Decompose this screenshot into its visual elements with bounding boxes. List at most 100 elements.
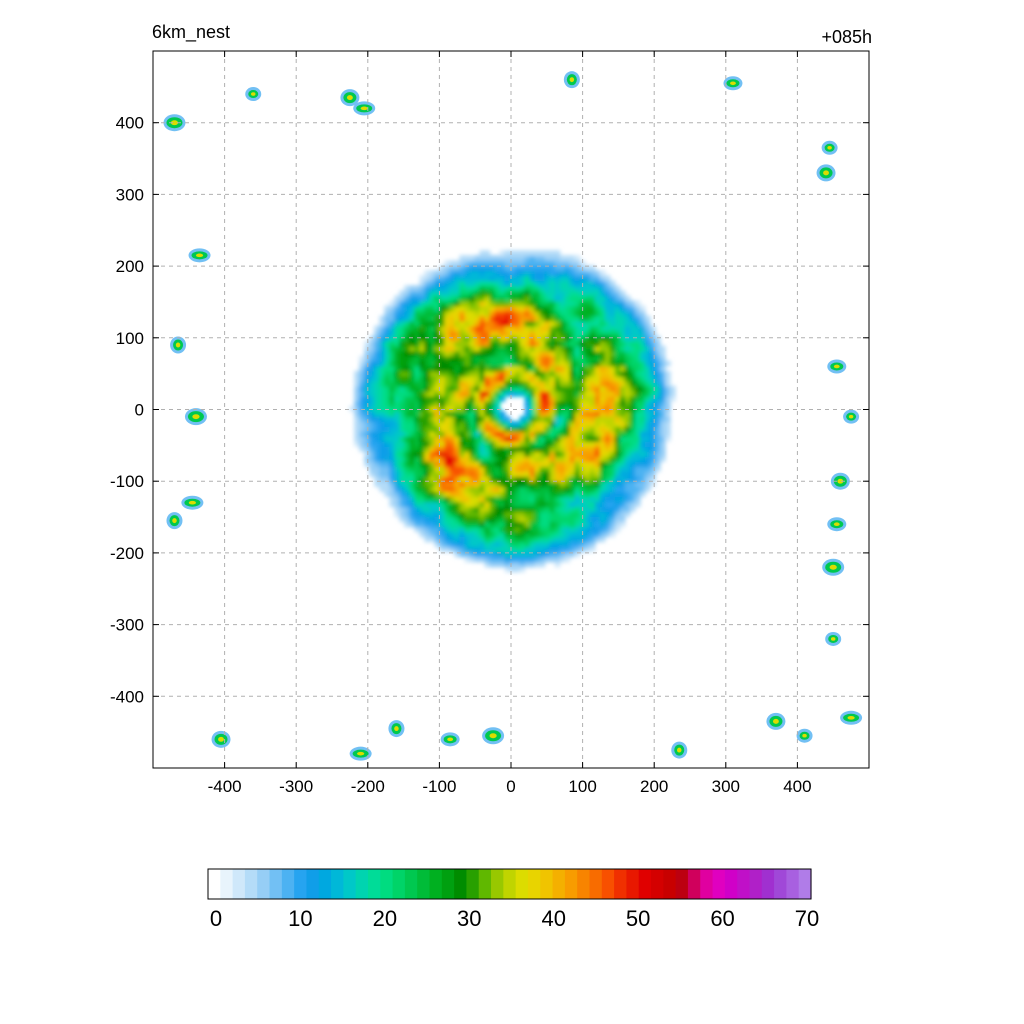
boundary-echo-cell bbox=[245, 87, 262, 102]
colorbar-swatch bbox=[577, 869, 591, 899]
colorbar-swatch bbox=[269, 869, 283, 899]
boundary-echo-cell bbox=[671, 741, 688, 759]
colorbar-swatch bbox=[700, 869, 714, 899]
y-tick-label: -100 bbox=[110, 472, 144, 491]
colorbar-tick-label: 40 bbox=[541, 906, 566, 931]
colorbar-swatch bbox=[331, 869, 344, 899]
boundary-echo-cell bbox=[563, 71, 580, 89]
y-tick-label: -400 bbox=[110, 687, 144, 706]
colorbar-tick-label: 70 bbox=[794, 906, 820, 931]
boundary-echo-cell bbox=[822, 558, 845, 576]
x-tick-label: 400 bbox=[783, 777, 811, 796]
x-tick-label: 200 bbox=[640, 777, 668, 796]
grid-lines bbox=[153, 51, 869, 768]
y-tick-label: 100 bbox=[116, 329, 144, 348]
boundary-echo-cell bbox=[340, 89, 360, 107]
colorbar-swatch bbox=[417, 869, 431, 899]
boundary-echo-cell bbox=[816, 164, 836, 182]
boundary-echo-cell bbox=[825, 631, 842, 646]
colorbar-swatch bbox=[675, 869, 689, 899]
x-tick-label: -200 bbox=[351, 777, 385, 796]
colorbar-swatch bbox=[724, 869, 738, 899]
colorbar-swatch bbox=[614, 869, 628, 899]
y-tick-label: 300 bbox=[116, 185, 144, 204]
colorbar-swatch bbox=[491, 869, 504, 899]
colorbar-swatch bbox=[527, 869, 541, 899]
colorbar-swatch bbox=[208, 869, 221, 899]
colorbar-tick-label: 10 bbox=[288, 906, 313, 931]
colorbar-swatch bbox=[392, 869, 406, 899]
x-tick-label: -300 bbox=[279, 777, 313, 796]
colorbar-swatch bbox=[540, 869, 554, 899]
reflectivity-field bbox=[163, 71, 863, 761]
colorbar-tick-label: 20 bbox=[372, 906, 398, 931]
colorbar-swatch bbox=[663, 869, 677, 899]
boundary-echo-cell bbox=[723, 76, 743, 91]
colorbar-swatch bbox=[552, 869, 566, 899]
y-tick-label: 0 bbox=[135, 401, 144, 420]
colorbar-swatch bbox=[294, 869, 308, 899]
colorbar-frame bbox=[207, 868, 812, 900]
colorbar-swatch bbox=[774, 869, 787, 899]
boundary-echo-cell bbox=[796, 728, 813, 743]
boundary-echo-cell bbox=[840, 710, 863, 725]
x-tick-label: -100 bbox=[422, 777, 456, 796]
y-tick-label: -300 bbox=[110, 616, 144, 635]
colorbar-swatch bbox=[515, 869, 529, 899]
colorbar-swatch bbox=[257, 869, 271, 899]
boundary-echo-cell bbox=[211, 730, 231, 748]
colorbar-swatch bbox=[749, 869, 763, 899]
y-tick-label: 400 bbox=[116, 114, 144, 133]
axis-ticks: -400 -300 -200 -100 0 100 200 300 400 400 300 200 10… bbox=[110, 51, 869, 796]
boundary-echo-cell bbox=[440, 732, 460, 747]
colorbar-swatch bbox=[367, 869, 381, 899]
x-tick-label: -400 bbox=[208, 777, 242, 796]
plot-title: 6km_nest bbox=[152, 22, 231, 42]
boundary-echo-cell bbox=[170, 336, 187, 354]
colorbar-swatch bbox=[687, 869, 701, 899]
colorbar-swatch bbox=[786, 869, 800, 899]
colorbar-swatch bbox=[343, 869, 357, 899]
boundary-echo-cell bbox=[184, 408, 207, 426]
boundary-echo-cell bbox=[830, 472, 850, 490]
colorbar-swatch bbox=[798, 869, 812, 899]
x-tick-label: 300 bbox=[712, 777, 740, 796]
colorbar-swatch bbox=[380, 869, 394, 899]
colorbar-tick-label: 0 bbox=[209, 906, 223, 931]
boundary-echo-cell bbox=[166, 512, 183, 530]
colorbar-swatch bbox=[244, 869, 258, 899]
colorbar-swatch bbox=[355, 869, 369, 899]
colorbar-tick-label: 50 bbox=[625, 906, 651, 931]
boundary-echo-cell bbox=[827, 517, 847, 532]
forecast-hour-label: +085h bbox=[821, 27, 872, 47]
colorbar-swatch bbox=[318, 869, 332, 899]
boundary-echo-cell bbox=[349, 746, 372, 761]
colorbar-swatch bbox=[441, 869, 455, 899]
colorbar-tick-label: 30 bbox=[457, 906, 482, 931]
colorbar-tick-label: 60 bbox=[710, 906, 735, 931]
colorbar-swatch bbox=[404, 869, 418, 899]
colorbar-swatch bbox=[737, 869, 751, 899]
boundary-echo-cell bbox=[843, 409, 860, 424]
colorbar-swatch bbox=[503, 869, 517, 899]
boundary-echo-cell bbox=[827, 359, 847, 374]
colorbar-swatch bbox=[761, 869, 775, 899]
x-tick-label: 100 bbox=[568, 777, 596, 796]
boundary-echo-cell bbox=[821, 140, 838, 155]
colorbar-swatch bbox=[232, 869, 246, 899]
boundary-echo-cell bbox=[163, 114, 186, 132]
y-tick-label: 200 bbox=[116, 257, 144, 276]
colorbar-swatch bbox=[466, 869, 480, 899]
colorbar-swatch bbox=[601, 869, 615, 899]
boundary-echo-cell bbox=[482, 727, 505, 745]
colorbar-swatch bbox=[651, 869, 664, 899]
colorbar-swatch bbox=[281, 869, 295, 899]
x-tick-label: 0 bbox=[506, 777, 515, 796]
y-tick-label: -200 bbox=[110, 544, 144, 563]
colorbar-swatch bbox=[589, 869, 603, 899]
boundary-echo-cell bbox=[353, 101, 376, 116]
boundary-echo-cell bbox=[181, 495, 204, 510]
colorbar-swatch bbox=[638, 869, 652, 899]
colorbar-swatch bbox=[454, 869, 468, 899]
